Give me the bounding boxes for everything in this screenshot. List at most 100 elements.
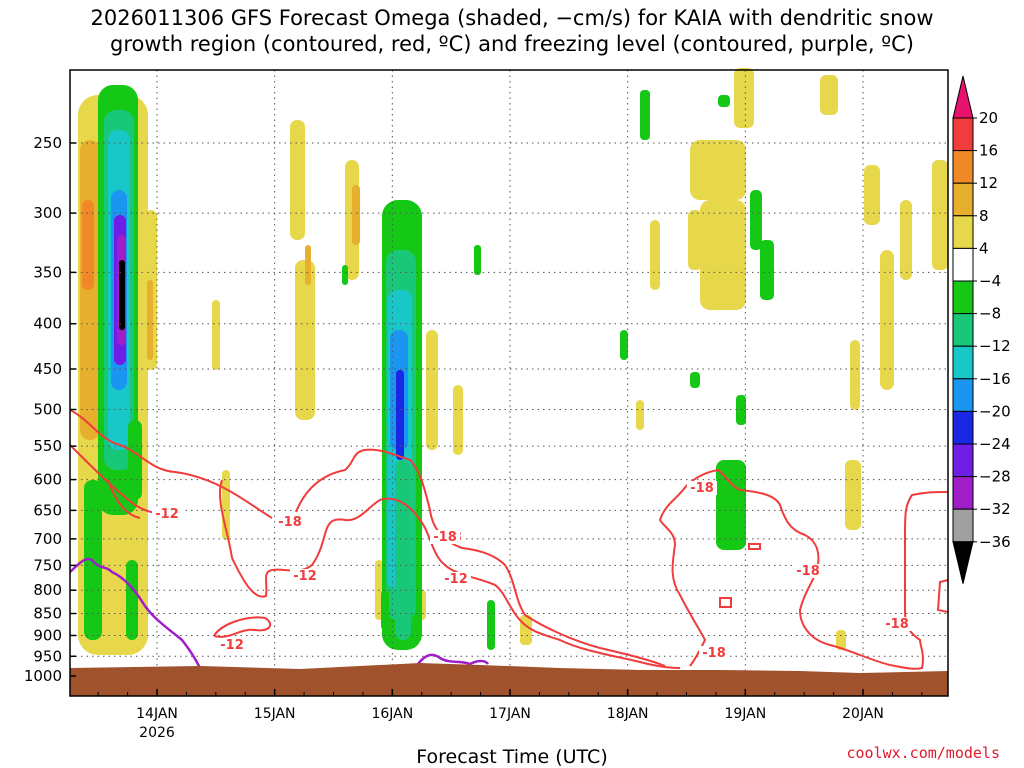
colorbar-swatch — [952, 150, 974, 184]
omega-region — [212, 300, 220, 370]
y-tick-label: 800 — [33, 581, 62, 599]
colorbar-swatch — [952, 378, 974, 412]
colorbar-label: 12 — [979, 174, 998, 192]
y-tick-label: 300 — [33, 204, 62, 222]
omega-region — [688, 210, 702, 270]
omega-region — [636, 400, 644, 430]
colorbar-swatch — [952, 313, 974, 347]
omega-region — [342, 265, 348, 285]
omega-region — [474, 245, 481, 275]
colorbar-swatch — [952, 117, 974, 152]
contour-label: -18 — [702, 646, 726, 661]
y-tick-label: 400 — [33, 315, 62, 333]
y-tick-label: 550 — [33, 437, 62, 455]
y-tick-label: 450 — [33, 360, 62, 378]
dgz-contour-right-left — [658, 489, 707, 667]
y-tick-label: 750 — [33, 556, 62, 574]
colorbar-label: −4 — [979, 272, 1001, 290]
contour-label-bg — [275, 515, 305, 529]
contour-label-bg — [882, 617, 912, 631]
omega-region — [734, 68, 754, 128]
y-tick-label: 950 — [33, 647, 62, 665]
x-axis-ticks: 14JAN 15JAN 16JAN 17JAN 18JAN 19JAN 20JAN 2026 — [97, 689, 923, 741]
contour-label-bg — [699, 646, 729, 660]
contour-label: -18 — [690, 481, 714, 496]
omega-region — [880, 250, 894, 390]
colorbar-swatch — [952, 508, 974, 543]
omega-region — [453, 385, 463, 455]
plot-area — [70, 70, 948, 696]
colorbar-top-arrow — [952, 75, 974, 119]
omega-region — [381, 590, 389, 630]
colorbar-label: −36 — [979, 533, 1011, 551]
omega-region — [836, 630, 846, 650]
contour-labels: -12-18-12-12-18-18-12-18-18-18-18 — [152, 481, 912, 661]
colorbar-label: 16 — [979, 142, 998, 160]
omega-region — [760, 240, 774, 300]
x-tick-label: 18JAN — [607, 706, 649, 722]
omega-region — [850, 340, 860, 410]
x-tick-label: 16JAN — [371, 706, 413, 722]
freezing-level-mid — [417, 653, 489, 666]
omega-region — [126, 560, 138, 640]
y-tick-label: 350 — [33, 263, 62, 281]
colorbar-bottom-arrow — [952, 541, 974, 584]
colorbar-label: −8 — [979, 305, 1001, 323]
contour-label: -12 — [155, 507, 179, 522]
credit-text: coolwx.com/models — [846, 744, 1000, 762]
omega-region — [700, 200, 746, 310]
contour-label-bg — [152, 507, 182, 521]
colorbar-swatch — [952, 410, 974, 445]
omega-region — [932, 160, 948, 270]
dgz-contour-edge — [936, 579, 949, 613]
contour-label-bg — [217, 638, 247, 652]
omega-region — [352, 185, 360, 245]
dgz-contour-right — [682, 468, 949, 670]
colorbar-swatch — [952, 182, 974, 217]
omega-region — [520, 615, 532, 645]
x-tick-label: 17JAN — [489, 706, 531, 722]
omega-region — [750, 190, 762, 250]
contour-label-bg — [441, 572, 471, 586]
omega-region — [864, 165, 880, 225]
omega-region — [80, 140, 100, 440]
colorbar-swatch — [952, 476, 974, 510]
colorbar-label: −20 — [979, 402, 1011, 420]
colorbar-label: −28 — [979, 468, 1011, 486]
contour-label: -18 — [278, 515, 302, 530]
omega-region — [295, 260, 315, 420]
omega-region — [640, 90, 650, 140]
freezing-level-contours — [69, 557, 489, 669]
y-tick-label: 250 — [33, 134, 62, 152]
omega-region — [396, 370, 404, 460]
plot-frame — [69, 69, 949, 697]
colorbar-label: −16 — [979, 370, 1011, 388]
contour-label-bg — [430, 530, 460, 544]
omega-region — [718, 95, 730, 107]
x-tick-label: 20JAN — [842, 706, 884, 722]
y-tick-label: 600 — [33, 471, 62, 489]
omega-region — [290, 120, 305, 240]
contour-label: -18 — [796, 564, 820, 579]
x-axis-label: Forecast Time (UTC) — [416, 746, 608, 768]
colorbar-label: 4 — [979, 239, 989, 257]
omega-region — [690, 140, 746, 200]
colorbar-label: −24 — [979, 435, 1011, 453]
omega-region — [845, 460, 861, 530]
x-tick-label: 14JAN — [136, 706, 178, 722]
omega-region — [128, 420, 142, 500]
chart-title-line-1: 2026011306 GFS Forecast Omega (shaded, −… — [90, 6, 934, 30]
colorbar-swatch — [952, 443, 974, 478]
dgz-contour-upper — [69, 409, 273, 519]
y-tick-label: 500 — [33, 401, 62, 419]
x-tick-label: 15JAN — [254, 706, 296, 722]
contour-label-bg — [290, 569, 320, 583]
colorbar-swatch — [952, 215, 974, 249]
contour-label-bg — [687, 481, 717, 495]
dgz-contour-tiny-2 — [719, 597, 732, 608]
omega-region — [716, 460, 746, 550]
colorbar: 20 16 12 8 4 −4 −8 −12 −16 −20 −24 −28 −32 −36 — [952, 75, 1011, 584]
contour-label: -12 — [444, 572, 468, 587]
omega-region — [820, 75, 838, 115]
